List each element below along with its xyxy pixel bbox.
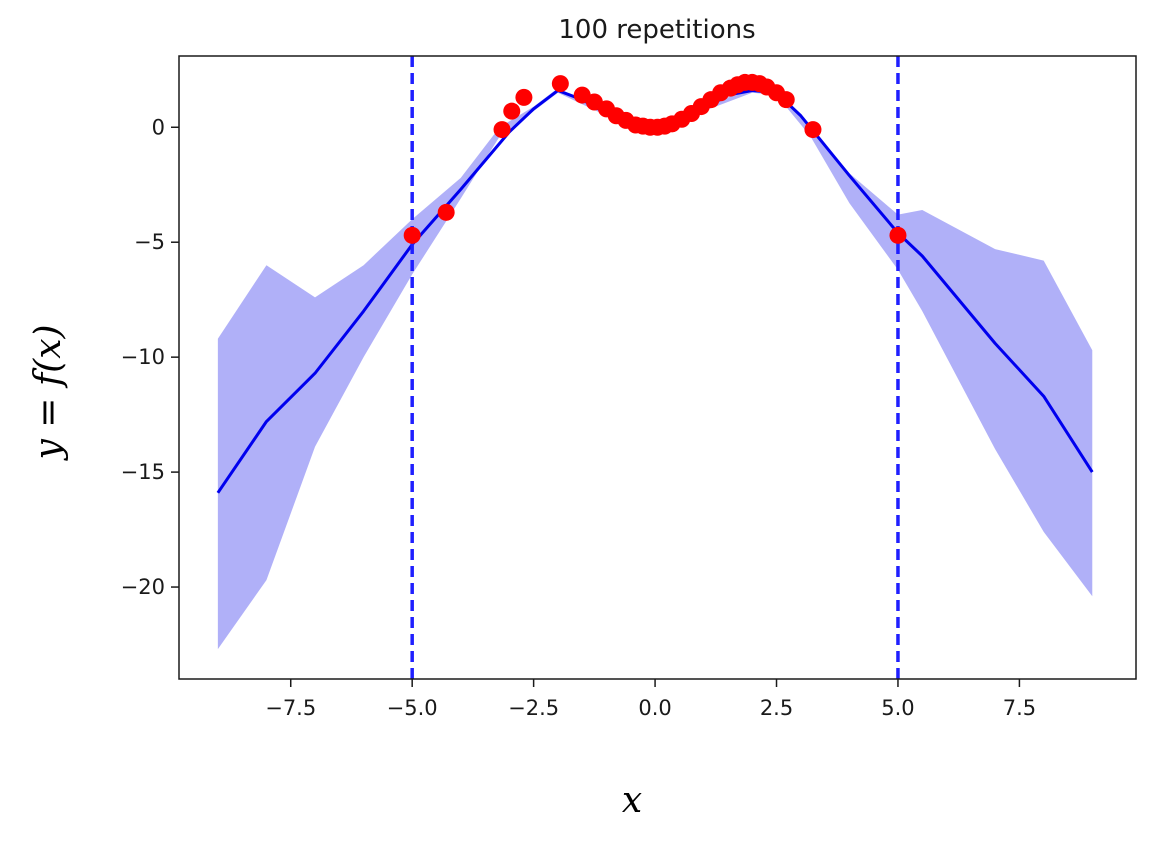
x-tick-label: −7.5 — [265, 696, 316, 720]
x-ticks: −7.5 −5.0 −2.5 0.0 2.5 5.0 7.5 — [265, 679, 1036, 720]
points-layer — [403, 73, 907, 244]
x-tick-label: 7.5 — [1003, 696, 1036, 720]
x-axis-label: x — [622, 780, 642, 821]
chart-title: 100 repetitions — [558, 15, 755, 45]
data-point — [437, 203, 455, 221]
y-tick-label: 0 — [152, 115, 165, 139]
confidence-band-layer — [217, 88, 1093, 650]
x-tick-label: −5.0 — [387, 696, 438, 720]
data-point — [804, 121, 822, 139]
confidence-band — [217, 88, 1093, 650]
plot-frame — [178, 55, 1137, 680]
data-point — [777, 91, 795, 109]
y-ticks: 0 −5 −10 −15 −20 — [121, 115, 179, 599]
data-point — [503, 102, 521, 120]
vertical-lines-layer — [410, 56, 900, 679]
y-tick-label: −5 — [134, 230, 165, 254]
x-tick-label: −2.5 — [508, 696, 559, 720]
x-tick-label: 0.0 — [638, 696, 671, 720]
y-axis-label: y = f(x) — [28, 324, 69, 461]
y-tick-label: −10 — [121, 345, 165, 369]
data-point — [515, 88, 533, 106]
data-point — [403, 226, 421, 244]
data-point — [889, 226, 907, 244]
x-tick-label: 2.5 — [760, 696, 793, 720]
data-point — [493, 121, 511, 139]
data-point — [551, 75, 569, 93]
y-tick-label: −15 — [121, 460, 165, 484]
x-tick-label: 5.0 — [881, 696, 914, 720]
y-tick-label: −20 — [121, 575, 165, 599]
